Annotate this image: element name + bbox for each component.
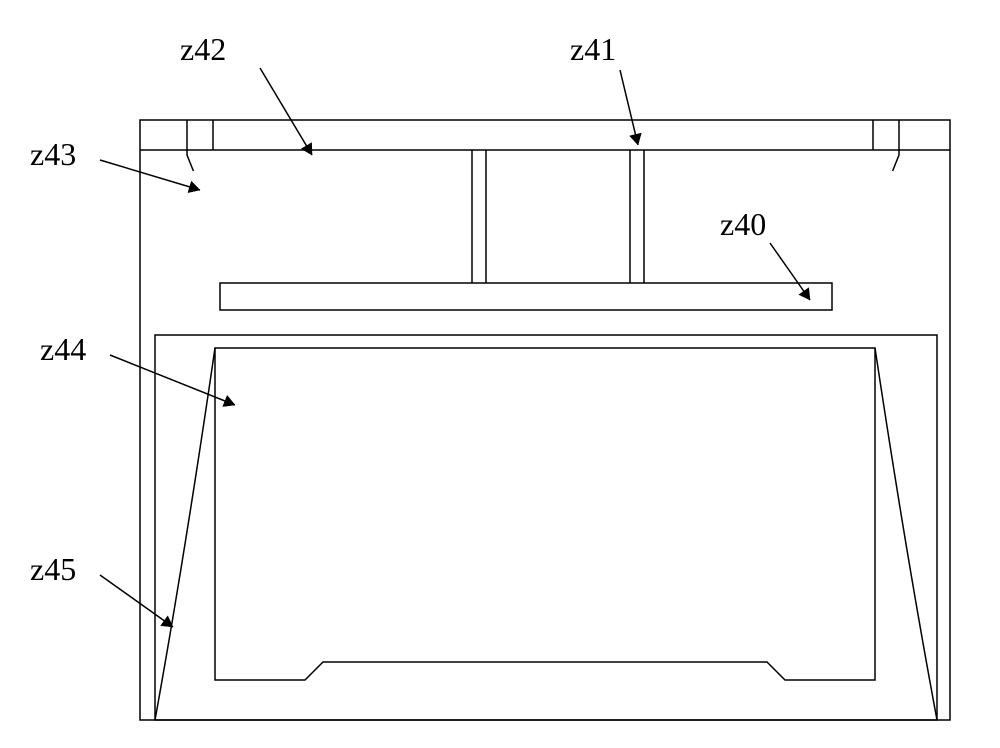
- label-z41: z41: [570, 31, 641, 145]
- label-z44: z44: [40, 331, 235, 407]
- label-z42: z42: [180, 31, 312, 155]
- label-text-z43: z43: [30, 136, 76, 172]
- label-z45: z45: [30, 551, 173, 627]
- label-text-z40: z40: [720, 206, 766, 242]
- label-z40: z40: [720, 206, 810, 300]
- diagram-root: z41 z42 z43 z40 z44 z45: [30, 31, 950, 720]
- label-text-z44: z44: [40, 331, 86, 367]
- label-text-z41: z41: [570, 31, 616, 67]
- label-text-z45: z45: [30, 551, 76, 587]
- label-text-z42: z42: [180, 31, 226, 67]
- label-z43: z43: [30, 136, 200, 193]
